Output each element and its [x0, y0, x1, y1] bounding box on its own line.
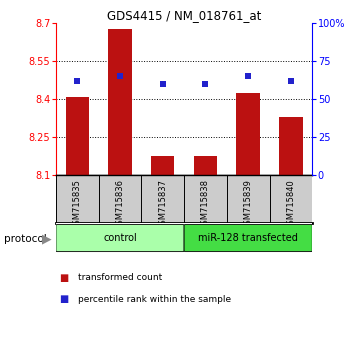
FancyBboxPatch shape [56, 224, 184, 252]
Text: control: control [103, 233, 137, 243]
Text: GSM715835: GSM715835 [73, 179, 82, 230]
Text: miR-128 transfected: miR-128 transfected [198, 233, 298, 243]
Bar [194, 156, 217, 175]
Bar [108, 29, 132, 175]
Text: ■: ■ [60, 294, 69, 304]
Text: ▶: ▶ [42, 233, 52, 245]
Text: GSM715840: GSM715840 [286, 179, 295, 230]
FancyBboxPatch shape [184, 224, 312, 252]
Text: GSM715837: GSM715837 [158, 179, 167, 230]
Bar [279, 117, 303, 175]
Title: GDS4415 / NM_018761_at: GDS4415 / NM_018761_at [107, 9, 261, 22]
Text: transformed count: transformed count [78, 273, 162, 282]
Bar [66, 97, 89, 175]
Text: protocol: protocol [4, 234, 46, 244]
Bar [236, 93, 260, 175]
Text: GSM715838: GSM715838 [201, 179, 210, 230]
Text: GSM715839: GSM715839 [244, 179, 253, 230]
Text: GSM715836: GSM715836 [116, 179, 125, 230]
Text: ■: ■ [60, 273, 69, 283]
Text: percentile rank within the sample: percentile rank within the sample [78, 295, 231, 304]
Bar [151, 156, 174, 175]
